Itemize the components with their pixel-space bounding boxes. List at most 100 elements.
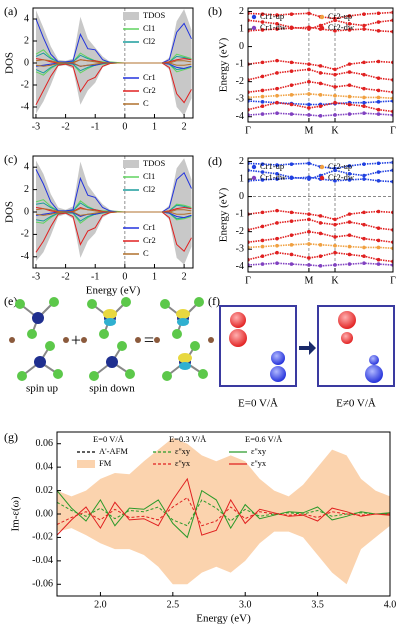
band-point bbox=[333, 179, 337, 183]
legend-label: ε''yx bbox=[251, 458, 267, 468]
band-point bbox=[307, 256, 311, 260]
band-point bbox=[275, 86, 279, 91]
legend-label: Cr2 bbox=[143, 235, 156, 245]
x-tick-label: 1 bbox=[152, 121, 157, 132]
band-point bbox=[260, 224, 265, 229]
band-point bbox=[307, 263, 311, 267]
y-tick-label: -4 bbox=[21, 101, 29, 112]
band-point bbox=[289, 176, 294, 180]
equals-sign: = bbox=[144, 330, 154, 350]
orbital bbox=[341, 332, 353, 344]
band-point bbox=[333, 168, 337, 173]
band-point bbox=[289, 219, 294, 223]
band-point bbox=[318, 81, 323, 86]
band-point bbox=[289, 112, 294, 116]
band-point bbox=[376, 88, 381, 93]
band-point bbox=[318, 221, 323, 225]
dos-line bbox=[35, 62, 192, 106]
band-point bbox=[289, 233, 294, 237]
box bbox=[317, 305, 395, 387]
y-tick-label: 2 bbox=[24, 35, 29, 46]
plot-frame bbox=[32, 7, 194, 119]
band-point bbox=[275, 208, 279, 213]
band-point bbox=[260, 60, 265, 65]
band-line bbox=[248, 218, 393, 231]
panel-label: (c) bbox=[4, 152, 17, 166]
band-point bbox=[260, 88, 265, 93]
legend-swatch bbox=[123, 160, 139, 168]
legend-label: Cr2-dw bbox=[328, 172, 355, 182]
band-point bbox=[275, 250, 279, 255]
panel-e: (e) + = spin up spin down bbox=[4, 294, 215, 395]
band-point bbox=[307, 161, 311, 166]
band-point bbox=[376, 59, 381, 64]
y-tick-label: -4 bbox=[236, 111, 244, 122]
dos-area bbox=[35, 9, 192, 64]
spin-density bbox=[178, 353, 192, 363]
legend-label: FM bbox=[99, 458, 112, 468]
panel-label: (f) bbox=[208, 294, 220, 308]
x-tick-label: 2 bbox=[182, 271, 187, 282]
legend-swatch bbox=[319, 14, 325, 20]
x-tick-label: M bbox=[304, 125, 313, 136]
legend-label: Cr1-dw bbox=[260, 22, 287, 32]
band-point bbox=[289, 252, 294, 257]
y-axis-label: Energy (eV) bbox=[218, 37, 230, 92]
band-point bbox=[260, 244, 265, 249]
y-tick-label: 1 bbox=[239, 173, 244, 184]
band-point bbox=[376, 112, 381, 116]
band-point bbox=[318, 243, 323, 247]
dos-area bbox=[35, 212, 192, 265]
band-point bbox=[347, 14, 352, 18]
band-point bbox=[347, 102, 352, 107]
plot-frame bbox=[247, 7, 394, 123]
x-tick-label: -2 bbox=[61, 271, 69, 282]
band-point bbox=[376, 100, 381, 104]
legend-label: A'-AFM bbox=[99, 446, 128, 456]
orbital bbox=[270, 366, 286, 382]
band-point bbox=[376, 11, 381, 16]
band-point bbox=[333, 72, 337, 77]
band-point bbox=[307, 79, 311, 84]
legend-swatch bbox=[77, 460, 95, 468]
y-tick-label: 2 bbox=[239, 156, 244, 167]
band-point bbox=[362, 111, 366, 116]
band-point bbox=[289, 26, 294, 30]
legend-swatch bbox=[319, 175, 325, 181]
band-point bbox=[307, 212, 311, 216]
band-point bbox=[347, 178, 352, 182]
x-tick-label: 1 bbox=[152, 271, 157, 282]
band-point bbox=[289, 102, 294, 107]
band-point bbox=[275, 71, 279, 75]
band-point bbox=[260, 20, 265, 24]
band-point bbox=[275, 261, 279, 266]
panel-f: (f) E=0 V/Å E≠0 V/Å bbox=[208, 294, 395, 410]
band-point bbox=[347, 70, 352, 74]
band-point bbox=[362, 60, 366, 65]
y-tick-label: -3 bbox=[236, 93, 244, 104]
band-point bbox=[333, 235, 337, 239]
band-point bbox=[275, 93, 279, 98]
band-point bbox=[347, 262, 352, 266]
y-tick-label: 4 bbox=[24, 13, 29, 24]
orbital bbox=[271, 351, 285, 365]
dos-line bbox=[35, 211, 192, 216]
band-point bbox=[333, 85, 337, 89]
y-tick-label: 0 bbox=[24, 206, 29, 217]
band-point bbox=[347, 244, 352, 249]
band-point bbox=[362, 12, 366, 16]
area bbox=[57, 437, 390, 585]
y-axis-label: Im-ε(ω) bbox=[10, 496, 22, 531]
band-point bbox=[260, 94, 265, 99]
band-point bbox=[333, 93, 337, 98]
band-point bbox=[362, 86, 366, 91]
y-tick-label: 0 bbox=[239, 191, 244, 202]
y-tick-label: -3 bbox=[236, 243, 244, 254]
x-tick-label: Γ bbox=[245, 275, 251, 286]
legend-swatch bbox=[123, 12, 139, 20]
y-tick-label: -0.02 bbox=[32, 532, 53, 543]
band-point bbox=[260, 12, 265, 16]
dos-area bbox=[35, 158, 192, 212]
band-point bbox=[275, 163, 279, 167]
band-point bbox=[376, 170, 381, 174]
